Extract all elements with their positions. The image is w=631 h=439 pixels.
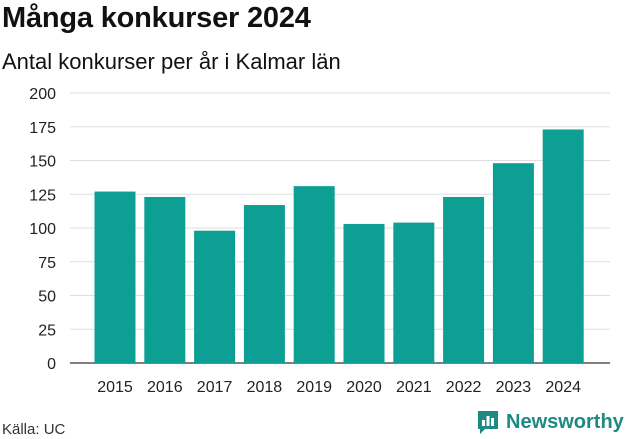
x-tick-label: 2015 (97, 379, 133, 396)
bar-2023 (492, 163, 534, 363)
brand-logo: Newsworthy (476, 409, 624, 435)
x-tick-label: 2024 (545, 379, 581, 396)
y-tick-label: 175 (29, 120, 56, 137)
bar-chart-speech-icon (478, 411, 498, 434)
x-tick-label: 2021 (396, 379, 432, 396)
y-tick-label: 0 (47, 356, 56, 373)
x-tick-label: 2023 (496, 379, 532, 396)
bars (94, 129, 584, 363)
bar-2022 (443, 196, 485, 363)
bar-2024 (542, 129, 584, 363)
x-tick-label: 2022 (446, 379, 482, 396)
y-axis-tick-labels: 0 25 50 75 100 125 150 175 200 (29, 86, 56, 373)
chart-title: Många konkurser 2024 (2, 2, 311, 34)
y-tick-label: 50 (38, 289, 56, 306)
bar-2021 (393, 222, 435, 363)
x-tick-label: 2016 (147, 379, 183, 396)
chart-subtitle: Antal konkurser per år i Kalmar län (2, 49, 341, 74)
x-axis-tick-labels: 2015 2016 2017 2018 2019 2020 2021 2022 2023 2024 (97, 379, 581, 396)
y-tick-label: 75 (38, 255, 56, 272)
x-tick-label: 2018 (247, 379, 283, 396)
x-tick-label: 2020 (346, 379, 382, 396)
bar-2016 (144, 196, 186, 363)
y-tick-label: 25 (38, 322, 56, 339)
y-tick-label: 150 (29, 154, 56, 171)
bar-2015 (94, 191, 136, 363)
brand-name: Newsworthy (506, 410, 624, 433)
bar-2017 (194, 230, 236, 363)
x-tick-label: 2017 (197, 379, 233, 396)
x-tick-label: 2019 (296, 379, 332, 396)
y-tick-label: 125 (29, 187, 56, 204)
y-tick-label: 200 (29, 86, 56, 103)
bar-2018 (243, 205, 285, 363)
bar-2019 (293, 186, 335, 363)
bar-2020 (343, 223, 385, 363)
source-note: Källa: UC (2, 421, 66, 438)
y-tick-label: 100 (29, 221, 56, 238)
